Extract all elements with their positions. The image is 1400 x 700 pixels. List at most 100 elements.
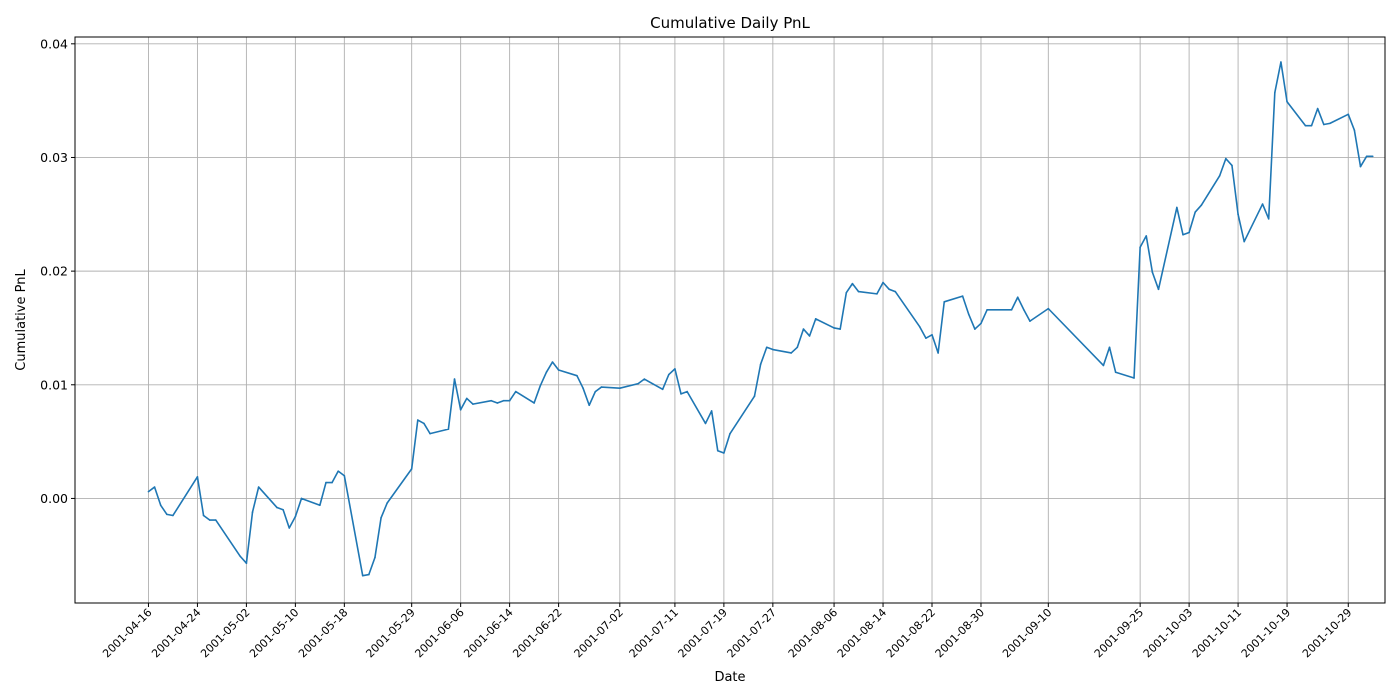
data-point xyxy=(1322,123,1325,126)
data-point xyxy=(1225,157,1227,160)
data-point xyxy=(508,399,511,402)
data-point xyxy=(729,432,731,435)
data-point xyxy=(245,562,248,565)
data-point xyxy=(845,291,848,294)
data-point xyxy=(282,509,284,511)
data-point xyxy=(1200,204,1203,207)
data-point xyxy=(208,519,211,521)
data-point xyxy=(1151,271,1154,274)
data-point xyxy=(772,348,774,351)
data-point xyxy=(465,397,468,400)
data-point xyxy=(588,404,591,407)
data-point xyxy=(1316,107,1319,110)
data-point xyxy=(361,574,364,577)
data-point xyxy=(661,388,664,391)
data-point xyxy=(1139,246,1141,249)
data-point xyxy=(1286,100,1288,103)
data-point xyxy=(643,378,646,380)
data-point xyxy=(300,497,303,500)
data-point xyxy=(325,481,327,484)
data-point xyxy=(423,422,425,425)
data-point xyxy=(796,346,799,349)
data-point xyxy=(723,452,725,454)
y-tick-label: 0.04 xyxy=(40,36,68,51)
data-point xyxy=(1010,308,1013,311)
data-point xyxy=(490,399,493,402)
data-point xyxy=(172,514,174,517)
data-point xyxy=(765,346,768,349)
data-point xyxy=(961,295,964,297)
data-point xyxy=(202,514,205,517)
data-point xyxy=(1353,129,1356,131)
data-point xyxy=(410,468,413,470)
data-point xyxy=(894,290,897,293)
data-point xyxy=(882,281,884,284)
data-point xyxy=(667,373,670,376)
data-point xyxy=(496,402,499,404)
data-point xyxy=(1237,213,1239,216)
data-point xyxy=(918,326,921,328)
data-point xyxy=(1371,155,1374,158)
data-point xyxy=(251,511,254,513)
y-tick-label: 0.01 xyxy=(40,377,68,392)
data-point xyxy=(937,352,939,354)
data-point xyxy=(343,474,346,477)
data-point xyxy=(594,390,597,393)
data-point xyxy=(374,556,376,559)
data-point xyxy=(539,385,542,387)
data-point xyxy=(214,519,217,521)
data-point xyxy=(551,361,554,363)
data-point xyxy=(986,308,988,311)
data-point xyxy=(637,382,639,385)
data-point xyxy=(857,290,860,293)
data-point xyxy=(1023,308,1025,311)
data-point xyxy=(1267,218,1270,220)
data-point xyxy=(288,527,291,529)
data-point xyxy=(967,313,970,316)
data-point xyxy=(1108,346,1111,349)
data-point xyxy=(239,555,242,558)
data-point xyxy=(674,368,676,370)
data-point xyxy=(1280,61,1282,63)
data-point xyxy=(1329,122,1331,125)
data-point xyxy=(1182,233,1184,236)
data-point xyxy=(502,399,505,402)
data-point xyxy=(839,328,841,330)
data-point xyxy=(753,395,756,397)
data-point xyxy=(1194,211,1197,213)
data-point xyxy=(1157,288,1160,291)
data-point xyxy=(331,481,333,484)
data-point xyxy=(557,369,560,371)
y-tick-label: 0.02 xyxy=(40,264,68,279)
grid-lines xyxy=(75,37,1385,603)
data-point xyxy=(386,502,389,504)
data-point xyxy=(1176,206,1178,209)
x-axis-label: Date xyxy=(714,670,745,685)
data-point xyxy=(1102,364,1105,367)
data-point xyxy=(943,301,946,303)
data-point xyxy=(1029,320,1031,322)
data-point xyxy=(429,432,431,435)
data-point xyxy=(294,515,297,518)
data-point xyxy=(459,408,462,411)
data-point xyxy=(276,506,278,509)
data-point xyxy=(802,328,805,330)
data-point xyxy=(619,387,621,389)
data-point xyxy=(447,428,450,430)
data-point xyxy=(166,513,168,516)
data-point xyxy=(1274,91,1276,94)
data-point xyxy=(716,449,719,452)
data-point xyxy=(980,322,982,325)
data-point xyxy=(582,387,584,389)
data-point xyxy=(704,422,707,425)
data-point xyxy=(1365,155,1368,158)
data-point xyxy=(1145,235,1148,237)
data-point xyxy=(808,335,811,337)
data-point xyxy=(380,516,382,519)
data-point xyxy=(1047,307,1050,310)
data-point xyxy=(759,363,762,366)
data-point xyxy=(514,390,517,393)
data-point xyxy=(1359,165,1362,168)
data-point xyxy=(147,490,150,493)
data-point xyxy=(545,371,548,374)
